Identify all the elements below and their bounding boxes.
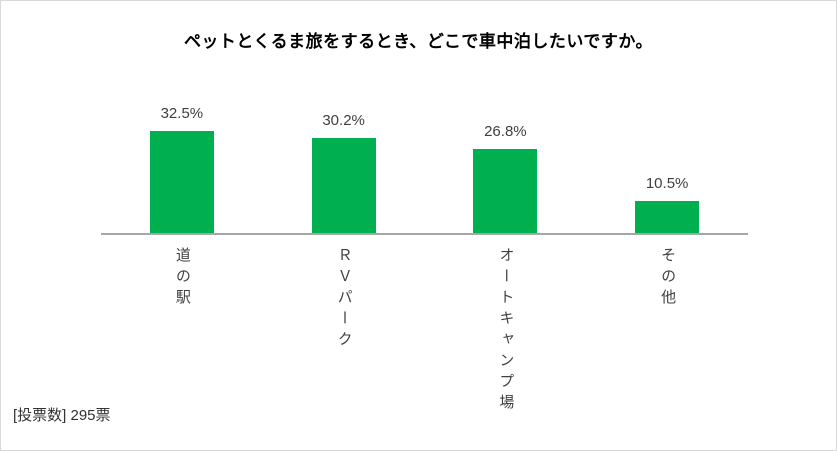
- bar-slot: 26.8%: [425, 123, 587, 234]
- value-label: 10.5%: [645, 175, 689, 192]
- category-slot: その他: [586, 247, 748, 415]
- category-label: ＲＶパーク: [335, 247, 353, 352]
- bar: [311, 138, 376, 234]
- category-slot: オートキャンプ場: [425, 247, 587, 415]
- category-slot: ＲＶパーク: [263, 247, 425, 415]
- value-label: 26.8%: [484, 123, 527, 140]
- vote-count-label: [投票数] 295票: [13, 407, 111, 424]
- category-label: その他: [659, 247, 677, 310]
- category-label: 道の駅: [173, 247, 191, 310]
- bar: [635, 201, 700, 234]
- category-slot: 道の駅: [101, 247, 263, 415]
- category-label: オートキャンプ場: [497, 247, 515, 415]
- bar-slot: 10.5%: [586, 175, 748, 234]
- bar: [473, 149, 538, 234]
- bar-slot: 32.5%: [101, 105, 263, 234]
- value-label: 32.5%: [160, 105, 204, 122]
- category-labels-row: 道の駅 ＲＶパーク オートキャンプ場 その他: [101, 247, 748, 415]
- value-label: 30.2%: [322, 112, 365, 129]
- bar: [149, 131, 214, 234]
- bars-row: 32.5% 30.2% 26.8% 10.5%: [101, 1, 748, 234]
- bar-slot: 30.2%: [263, 112, 425, 234]
- x-axis-line: [101, 233, 748, 235]
- chart-title: ペットとくるま旅をするとき、どこで車中泊したいですか。: [183, 32, 654, 51]
